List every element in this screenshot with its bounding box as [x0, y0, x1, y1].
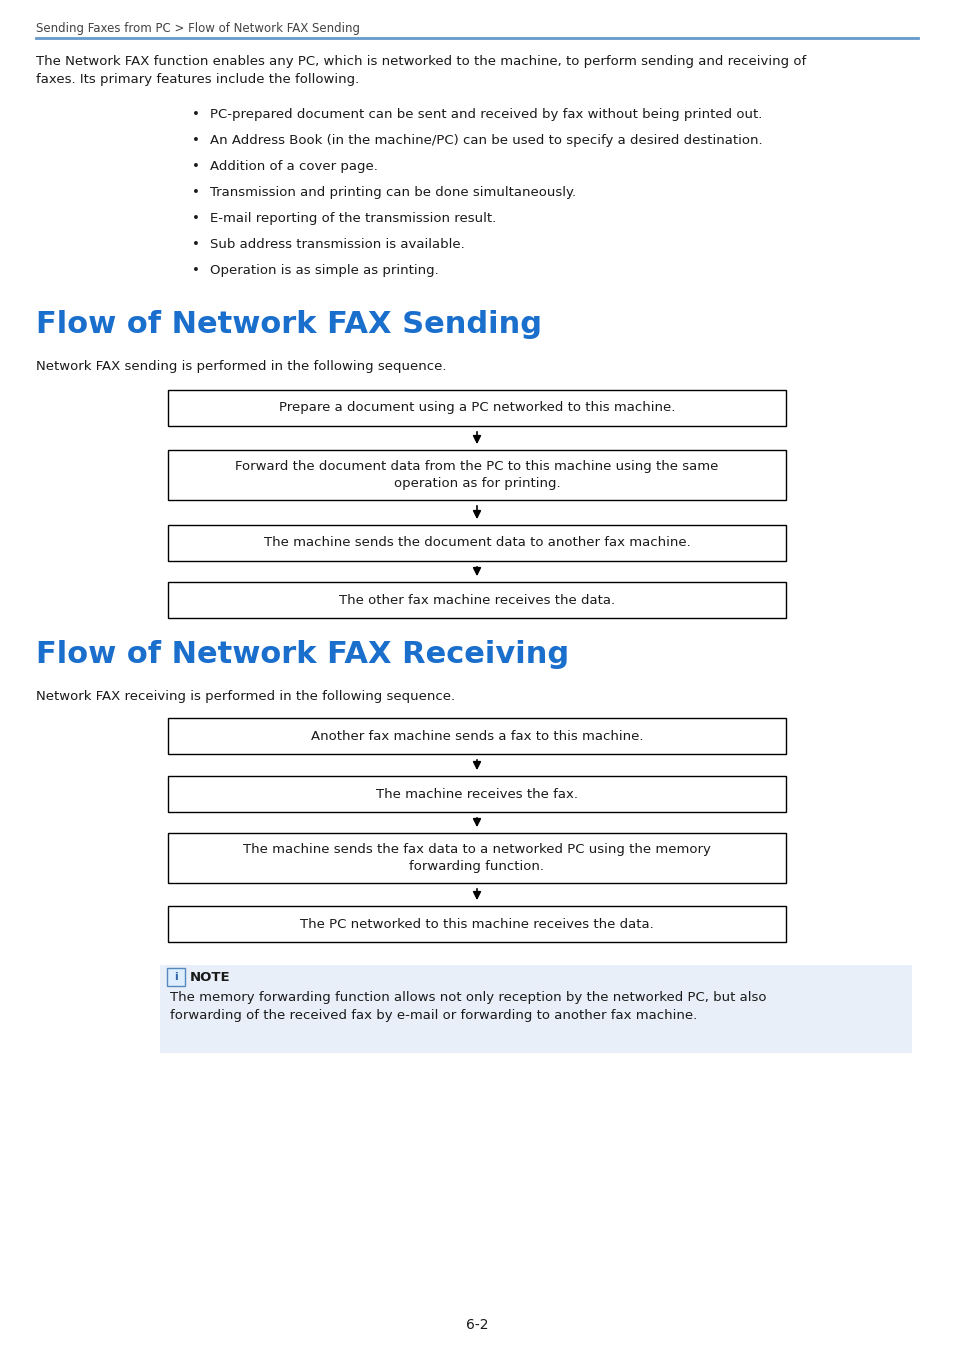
Text: Forward the document data from the PC to this machine using the same
operation a: Forward the document data from the PC to…	[235, 460, 718, 490]
Text: Flow of Network FAX Sending: Flow of Network FAX Sending	[36, 310, 541, 339]
Text: •: •	[192, 108, 200, 122]
Text: The Network FAX function enables any PC, which is networked to the machine, to p: The Network FAX function enables any PC,…	[36, 55, 805, 86]
Text: •: •	[192, 265, 200, 277]
FancyBboxPatch shape	[168, 776, 785, 811]
FancyBboxPatch shape	[168, 718, 785, 755]
FancyBboxPatch shape	[160, 965, 911, 1053]
FancyBboxPatch shape	[168, 906, 785, 942]
Text: An Address Book (in the machine/PC) can be used to specify a desired destination: An Address Book (in the machine/PC) can …	[210, 134, 761, 147]
Text: •: •	[192, 212, 200, 225]
Text: PC-prepared document can be sent and received by fax without being printed out.: PC-prepared document can be sent and rec…	[210, 108, 761, 122]
Text: Network FAX receiving is performed in the following sequence.: Network FAX receiving is performed in th…	[36, 690, 455, 703]
Text: Prepare a document using a PC networked to this machine.: Prepare a document using a PC networked …	[278, 401, 675, 414]
FancyBboxPatch shape	[168, 582, 785, 618]
Text: •: •	[192, 161, 200, 173]
Text: •: •	[192, 134, 200, 147]
Text: NOTE: NOTE	[190, 971, 231, 984]
Text: Operation is as simple as printing.: Operation is as simple as printing.	[210, 265, 438, 277]
Text: The machine receives the fax.: The machine receives the fax.	[375, 787, 578, 801]
Text: The other fax machine receives the data.: The other fax machine receives the data.	[338, 594, 615, 606]
Text: i: i	[174, 972, 177, 981]
Text: Flow of Network FAX Receiving: Flow of Network FAX Receiving	[36, 640, 569, 670]
FancyBboxPatch shape	[167, 968, 185, 986]
Text: Sub address transmission is available.: Sub address transmission is available.	[210, 238, 464, 251]
FancyBboxPatch shape	[168, 833, 785, 883]
Text: •: •	[192, 186, 200, 198]
Text: Another fax machine sends a fax to this machine.: Another fax machine sends a fax to this …	[311, 729, 642, 742]
Text: The memory forwarding function allows not only reception by the networked PC, bu: The memory forwarding function allows no…	[170, 991, 765, 1022]
FancyBboxPatch shape	[168, 525, 785, 562]
Text: The machine sends the document data to another fax machine.: The machine sends the document data to a…	[263, 536, 690, 549]
Text: Addition of a cover page.: Addition of a cover page.	[210, 161, 377, 173]
Text: •: •	[192, 238, 200, 251]
Text: Sending Faxes from PC > Flow of Network FAX Sending: Sending Faxes from PC > Flow of Network …	[36, 22, 359, 35]
Text: 6-2: 6-2	[465, 1318, 488, 1332]
FancyBboxPatch shape	[168, 390, 785, 427]
FancyBboxPatch shape	[168, 450, 785, 500]
Text: Transmission and printing can be done simultaneously.: Transmission and printing can be done si…	[210, 186, 576, 198]
Text: The PC networked to this machine receives the data.: The PC networked to this machine receive…	[300, 918, 653, 930]
Text: The machine sends the fax data to a networked PC using the memory
forwarding fun: The machine sends the fax data to a netw…	[243, 842, 710, 873]
Text: E-mail reporting of the transmission result.: E-mail reporting of the transmission res…	[210, 212, 496, 225]
Text: Network FAX sending is performed in the following sequence.: Network FAX sending is performed in the …	[36, 360, 446, 373]
